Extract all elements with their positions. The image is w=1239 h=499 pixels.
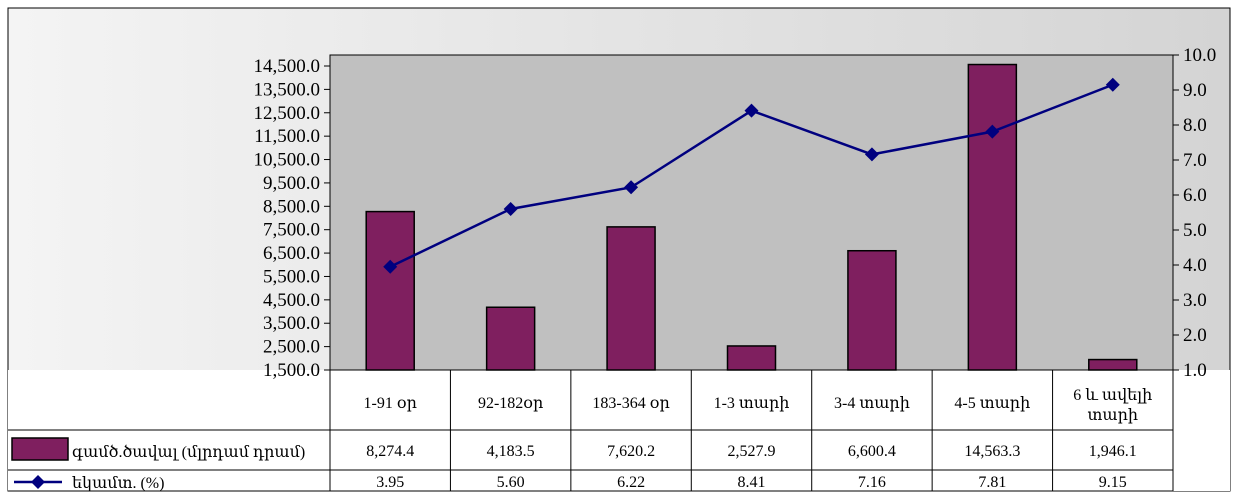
left-tick-label: 9,500.0 <box>263 173 320 194</box>
left-tick-label: 13,500.0 <box>254 79 321 100</box>
legend-line-label: եկամտ. (%) <box>72 475 164 492</box>
bar-value-label: 8,274.4 <box>366 443 414 460</box>
bar-value-label: 7,620.2 <box>607 443 655 460</box>
line-marker <box>985 124 1000 139</box>
left-axis: 14,500.013,500.0 12,500.011,500.0 10,500.0… <box>254 55 331 381</box>
line-marker <box>864 147 879 162</box>
line-marker <box>744 103 759 118</box>
right-axis: 10.0 9.0 8.0 7.0 6.0 5.0 4.0 3.0 2.0 1.0 <box>1172 45 1216 381</box>
line-value-label: 7.81 <box>978 474 1006 491</box>
line-marker <box>1105 77 1120 92</box>
bar-value-label: 2,527.9 <box>728 443 776 460</box>
bar <box>967 63 1018 371</box>
left-tick-label: 4,500.0 <box>263 290 320 311</box>
bar <box>847 249 897 371</box>
line-marker <box>503 202 518 216</box>
right-tick-label: 2.0 <box>1183 325 1207 346</box>
left-tick-label: 11,500.0 <box>254 126 320 147</box>
line-value-label: 6.22 <box>617 474 645 491</box>
right-tick-label: 3.0 <box>1183 290 1207 311</box>
right-tick-label: 10.0 <box>1183 45 1216 66</box>
right-tick-label: 9.0 <box>1183 80 1207 101</box>
category-label: 4-5 տարի <box>954 395 1030 412</box>
right-tick-label: 8.0 <box>1183 115 1207 136</box>
legend-bar-label: գամծ.ծավալ (մլրդամ դրամ) <box>72 443 305 461</box>
category-label: 3-4 տարի <box>834 395 910 412</box>
category-label: 1-91 օր <box>364 395 417 412</box>
left-tick-label: 7,500.0 <box>263 220 320 241</box>
line-value-label: 8.41 <box>738 474 766 491</box>
left-tick-label: 12,500.0 <box>254 103 321 124</box>
right-tick-label: 1.0 <box>1183 360 1207 381</box>
category-label: 183-364 օր <box>592 395 669 412</box>
plot-area <box>329 54 1174 371</box>
line-marker <box>383 259 398 274</box>
data-table: 1-91 օր 92-182օր 183-364 օր 1-3 տարի 3-4 տար… <box>8 370 1174 492</box>
left-tick-label: 1,500.0 <box>263 360 320 381</box>
legend-line-marker <box>31 475 45 489</box>
left-tick-label: 3,500.0 <box>263 313 320 334</box>
left-tick-label: 6,500.0 <box>263 243 320 264</box>
line-value-label: 7.16 <box>858 474 886 491</box>
right-tick-label: 4.0 <box>1183 255 1207 276</box>
left-tick-label: 2,500.0 <box>263 337 320 358</box>
legend-bar-swatch <box>11 437 69 461</box>
bar <box>485 306 536 371</box>
bars-group <box>365 63 1138 371</box>
bar-value-label: 4,183.5 <box>487 443 535 460</box>
bar <box>606 226 656 371</box>
right-tick-label: 5.0 <box>1183 220 1207 241</box>
left-tick-label: 14,500.0 <box>254 56 321 77</box>
bar-value-label: 1,946.1 <box>1089 443 1137 460</box>
line-value-label: 9.15 <box>1099 474 1127 491</box>
bar-value-label: 14,563.3 <box>964 443 1020 460</box>
bar <box>726 345 777 371</box>
line-series-group <box>383 77 1120 274</box>
category-label: 1-3 տարի <box>714 395 790 412</box>
line-marker <box>624 180 639 195</box>
bar <box>1088 358 1138 371</box>
right-tick-label: 7.0 <box>1183 150 1207 171</box>
left-tick-label: 8,500.0 <box>263 196 320 217</box>
line-value-label: 5.60 <box>497 474 525 491</box>
bar-value-label: 6,600.4 <box>848 443 896 460</box>
category-label: 6 և ավելի տարի <box>1073 387 1152 424</box>
category-label: 92-182օր <box>478 395 543 412</box>
line-value-label: 3.95 <box>376 474 404 491</box>
left-tick-label: 5,500.0 <box>263 266 320 287</box>
left-tick-label: 10,500.0 <box>254 150 321 171</box>
right-tick-label: 6.0 <box>1183 185 1207 206</box>
bar <box>365 210 415 371</box>
